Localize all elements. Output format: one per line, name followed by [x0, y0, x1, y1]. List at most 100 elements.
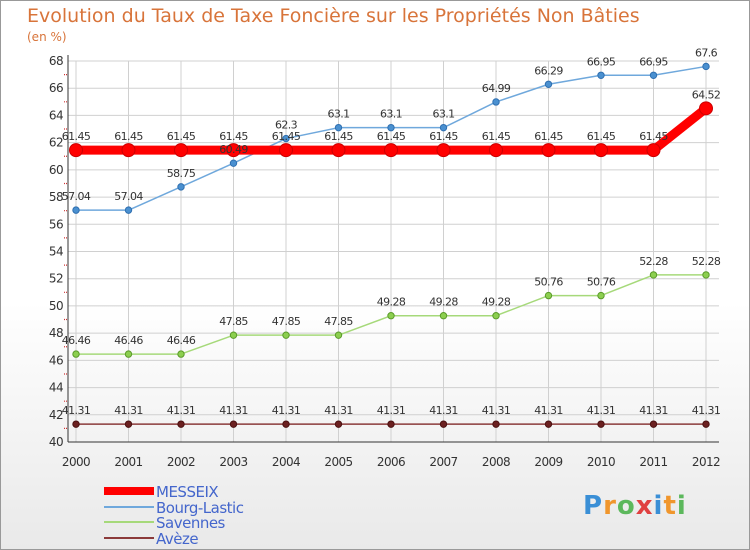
- x-tick-label: 2010: [587, 455, 615, 469]
- x-tick-label: 2005: [324, 455, 352, 469]
- logo-letter: t: [663, 491, 677, 521]
- y-tick-label: 56: [49, 217, 63, 231]
- logo-letter: o: [616, 491, 636, 521]
- data-label-messeix: 61.45: [587, 130, 616, 143]
- data-point-messeix: [121, 143, 136, 158]
- x-tick-label: 2006: [377, 455, 405, 469]
- legend-swatch: [104, 521, 154, 523]
- data-label-aveze: 41.31: [324, 404, 353, 417]
- data-point-bourg-lastic: [282, 134, 290, 143]
- data-point-messeix: [331, 143, 346, 158]
- data-point-aveze: [72, 420, 80, 428]
- data-label-bourg-lastic: 63.1: [432, 108, 454, 121]
- y-tick-label: 40: [49, 435, 63, 449]
- x-tick-label: 2003: [219, 455, 247, 469]
- data-label-savennes: 47.85: [219, 315, 248, 328]
- data-point-bourg-lastic: [72, 206, 80, 214]
- x-tick-label: 2012: [692, 455, 720, 469]
- data-label-messeix: 61.45: [534, 130, 563, 143]
- data-point-messeix: [174, 143, 188, 158]
- data-label-savennes: 50.76: [587, 276, 616, 289]
- data-point-messeix: [436, 143, 451, 158]
- data-point-savennes: [597, 291, 605, 300]
- logo-letter: i: [676, 491, 687, 521]
- data-point-savennes: [544, 291, 553, 300]
- data-label-aveze: 41.31: [62, 404, 91, 417]
- data-point-aveze: [544, 420, 553, 428]
- data-point-bourg-lastic: [387, 123, 395, 132]
- data-label-savennes: 46.46: [167, 334, 196, 347]
- data-point-aveze: [702, 420, 710, 428]
- data-label-savennes: 46.46: [62, 334, 91, 347]
- data-point-aveze: [177, 420, 185, 428]
- data-point-aveze: [334, 420, 343, 428]
- x-tick-label: 2011: [639, 455, 667, 469]
- data-label-bourg-lastic: 67.6: [695, 46, 718, 59]
- data-point-bourg-lastic: [597, 71, 605, 79]
- data-point-bourg-lastic: [544, 80, 553, 88]
- data-label-bourg-lastic: 57.04: [62, 190, 91, 203]
- data-label-aveze: 41.31: [482, 404, 511, 417]
- data-point-savennes: [492, 312, 500, 320]
- data-label-bourg-lastic: 66.95: [587, 55, 616, 68]
- proxiti-logo: Proxiti: [583, 491, 687, 521]
- data-label-bourg-lastic: 63.1: [380, 108, 402, 121]
- data-label-messeix: 61.45: [639, 130, 668, 143]
- data-label-aveze: 41.31: [639, 404, 668, 417]
- data-point-messeix: [594, 143, 608, 158]
- data-point-messeix: [279, 143, 293, 158]
- data-label-messeix: 61.45: [167, 130, 196, 143]
- data-label-savennes: 49.28: [482, 296, 511, 309]
- logo-letter: P: [583, 491, 604, 521]
- data-label-bourg-lastic: 57.04: [114, 190, 143, 203]
- y-tick-label: 50: [49, 299, 63, 313]
- y-tick-label: 62: [49, 136, 63, 150]
- x-tick-label: 2009: [534, 455, 562, 469]
- logo-letter: i: [653, 491, 664, 521]
- data-point-bourg-lastic: [229, 159, 238, 167]
- data-point-messeix: [489, 143, 503, 158]
- data-point-messeix: [699, 101, 713, 116]
- data-label-aveze: 41.31: [377, 404, 406, 417]
- data-point-savennes: [124, 350, 133, 358]
- data-label-aveze: 41.31: [534, 404, 563, 417]
- data-label-messeix: 61.45: [62, 130, 91, 143]
- data-point-bourg-lastic: [702, 62, 710, 71]
- data-point-bourg-lastic: [334, 123, 343, 132]
- legend-label: Savennes: [156, 514, 225, 532]
- data-point-bourg-lastic: [492, 98, 500, 106]
- data-point-aveze: [492, 420, 500, 428]
- logo-letter: x: [635, 491, 654, 521]
- data-point-bourg-lastic: [649, 71, 658, 79]
- y-tick-label: 42: [49, 408, 63, 422]
- x-tick-label: 2004: [272, 455, 300, 469]
- data-label-bourg-lastic: 60.49: [219, 143, 248, 156]
- data-point-savennes: [282, 331, 290, 339]
- y-tick-label: 66: [49, 81, 63, 95]
- y-tick-label: 64: [49, 108, 63, 122]
- data-label-bourg-lastic: 58.75: [167, 167, 196, 180]
- data-point-messeix: [541, 143, 556, 158]
- data-label-aveze: 41.31: [272, 404, 301, 417]
- data-label-savennes: 46.46: [114, 334, 143, 347]
- data-point-messeix: [384, 143, 398, 158]
- data-point-aveze: [229, 420, 238, 428]
- chart-title: Evolution du Taux de Taxe Foncière sur l…: [27, 5, 640, 27]
- legend-swatch: [104, 536, 154, 539]
- data-label-savennes: 52.28: [692, 255, 721, 268]
- x-tick-label: 2007: [429, 455, 457, 469]
- data-point-savennes: [702, 271, 710, 279]
- data-label-messeix: 61.45: [324, 130, 353, 143]
- data-label-aveze: 41.31: [429, 404, 458, 417]
- data-point-messeix: [69, 143, 83, 158]
- data-label-messeix: 64.52: [692, 88, 721, 101]
- y-tick-label: 58: [49, 190, 63, 204]
- data-point-aveze: [124, 420, 133, 428]
- data-label-bourg-lastic: 66.29: [534, 64, 563, 77]
- data-point-messeix: [226, 143, 241, 158]
- data-label-aveze: 41.31: [167, 404, 196, 417]
- data-point-messeix: [646, 143, 661, 158]
- data-label-messeix: 61.45: [272, 130, 301, 143]
